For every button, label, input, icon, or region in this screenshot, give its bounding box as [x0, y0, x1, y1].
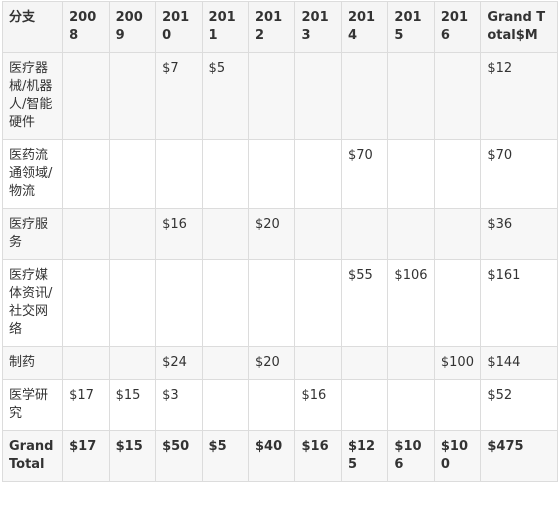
- column-header: 2012: [248, 1, 296, 53]
- column-header: 2016: [433, 1, 482, 53]
- value-cell: [62, 259, 110, 347]
- table-row: 医疗器械/机器人/智能硬件 $7 $5 $12: [1, 52, 558, 140]
- value-cell: [108, 259, 157, 347]
- grand-total-cell: $50: [155, 430, 203, 482]
- column-header: 2013: [294, 1, 342, 53]
- value-cell: [155, 259, 203, 347]
- value-cell: $24: [155, 346, 203, 380]
- value-cell: $106: [387, 259, 435, 347]
- column-header: 2014: [340, 1, 389, 53]
- value-cell: [340, 379, 389, 431]
- value-cell: [387, 208, 435, 260]
- table-row: 医学研究 $17 $15 $3 $16 $52: [1, 379, 558, 431]
- value-cell: $144: [480, 346, 558, 380]
- value-cell: [433, 208, 482, 260]
- column-header: 2010: [155, 1, 203, 53]
- value-cell: [340, 52, 389, 140]
- value-cell: $20: [248, 346, 296, 380]
- value-cell: $70: [480, 139, 558, 209]
- funding-table: 分支 2008 2009 2010 2011 2012 2013 2014 2015 2016 Gr…: [1, 1, 558, 482]
- value-cell: [387, 139, 435, 209]
- value-cell: [433, 139, 482, 209]
- value-cell: [433, 259, 482, 347]
- branch-cell: 制药: [1, 346, 64, 380]
- value-cell: [155, 139, 203, 209]
- value-cell: [248, 259, 296, 347]
- column-header: 2009: [108, 1, 157, 53]
- value-cell: [62, 52, 110, 140]
- grand-total-label: Grand Total: [1, 430, 64, 482]
- value-cell: [201, 208, 250, 260]
- value-cell: [387, 52, 435, 140]
- value-cell: $161: [480, 259, 558, 347]
- value-cell: [62, 139, 110, 209]
- value-cell: [201, 139, 250, 209]
- branch-cell: 医学研究: [1, 379, 64, 431]
- value-cell: [62, 208, 110, 260]
- value-cell: $3: [155, 379, 203, 431]
- value-cell: $16: [155, 208, 203, 260]
- value-cell: [108, 208, 157, 260]
- grand-total-cell: $100: [433, 430, 482, 482]
- grand-total-cell: $5: [201, 430, 250, 482]
- grand-total-cell: $17: [62, 430, 110, 482]
- grand-total-cell: $475: [480, 430, 558, 482]
- table-header-row: 分支 2008 2009 2010 2011 2012 2013 2014 2015 2016 Gr…: [1, 1, 558, 53]
- column-header: Grand Total$M: [480, 1, 558, 53]
- grand-total-row: Grand Total $17 $15 $50 $5 $40 $16 $125 $106 $100…: [1, 430, 558, 482]
- value-cell: [340, 208, 389, 260]
- value-cell: [248, 379, 296, 431]
- value-cell: [108, 52, 157, 140]
- value-cell: $12: [480, 52, 558, 140]
- grand-total-cell: $40: [248, 430, 296, 482]
- value-cell: [201, 379, 250, 431]
- value-cell: $52: [480, 379, 558, 431]
- column-header: 2008: [62, 1, 110, 53]
- value-cell: [294, 52, 342, 140]
- value-cell: $100: [433, 346, 482, 380]
- value-cell: [294, 259, 342, 347]
- grand-total-cell: $106: [387, 430, 435, 482]
- grand-total-cell: $16: [294, 430, 342, 482]
- branch-cell: 医疗服务: [1, 208, 64, 260]
- value-cell: [340, 346, 389, 380]
- value-cell: $20: [248, 208, 296, 260]
- column-header: 2015: [387, 1, 435, 53]
- table-row: 医药流通领域/物流 $70 $70: [1, 139, 558, 209]
- value-cell: [387, 346, 435, 380]
- value-cell: [433, 52, 482, 140]
- value-cell: [201, 346, 250, 380]
- table-body: 医疗器械/机器人/智能硬件 $7 $5 $12 医药流通领域/物流 $70 $70 医疗服务 $…: [1, 52, 558, 431]
- value-cell: [294, 139, 342, 209]
- table-row: 制药 $24 $20 $100 $144: [1, 346, 558, 380]
- value-cell: [248, 139, 296, 209]
- value-cell: [387, 379, 435, 431]
- table-row: 医疗媒体资讯/社交网络 $55 $106 $161: [1, 259, 558, 347]
- branch-cell: 医疗媒体资讯/社交网络: [1, 259, 64, 347]
- value-cell: [433, 379, 482, 431]
- column-header: 2011: [201, 1, 250, 53]
- value-cell: [108, 346, 157, 380]
- value-cell: [248, 52, 296, 140]
- value-cell: $70: [340, 139, 389, 209]
- value-cell: [201, 259, 250, 347]
- value-cell: [294, 208, 342, 260]
- value-cell: $7: [155, 52, 203, 140]
- grand-total-cell: $15: [108, 430, 157, 482]
- value-cell: [62, 346, 110, 380]
- branch-cell: 医疗器械/机器人/智能硬件: [1, 52, 64, 140]
- value-cell: $17: [62, 379, 110, 431]
- value-cell: [294, 346, 342, 380]
- value-cell: $16: [294, 379, 342, 431]
- value-cell: $55: [340, 259, 389, 347]
- grand-total-cell: $125: [340, 430, 389, 482]
- branch-cell: 医药流通领域/物流: [1, 139, 64, 209]
- value-cell: $36: [480, 208, 558, 260]
- value-cell: $5: [201, 52, 250, 140]
- value-cell: [108, 139, 157, 209]
- value-cell: $15: [108, 379, 157, 431]
- column-header-branch: 分支: [1, 1, 64, 53]
- table-row: 医疗服务 $16 $20 $36: [1, 208, 558, 260]
